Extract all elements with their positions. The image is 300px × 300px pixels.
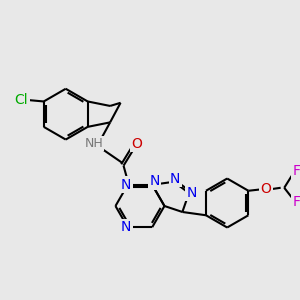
Text: N: N xyxy=(149,174,160,188)
Text: N: N xyxy=(121,220,131,234)
Text: O: O xyxy=(131,136,142,151)
Text: N: N xyxy=(121,178,131,192)
Text: F: F xyxy=(292,195,300,209)
Text: N: N xyxy=(186,186,197,200)
Text: N: N xyxy=(170,172,180,186)
Text: O: O xyxy=(260,182,271,196)
Text: F: F xyxy=(292,164,300,178)
Text: NH: NH xyxy=(84,137,103,150)
Text: Cl: Cl xyxy=(14,93,28,107)
